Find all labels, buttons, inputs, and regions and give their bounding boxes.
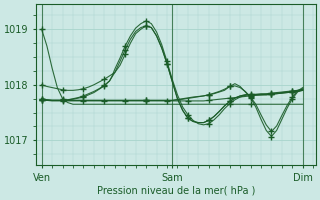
X-axis label: Pression niveau de la mer( hPa ): Pression niveau de la mer( hPa ) <box>97 186 255 196</box>
